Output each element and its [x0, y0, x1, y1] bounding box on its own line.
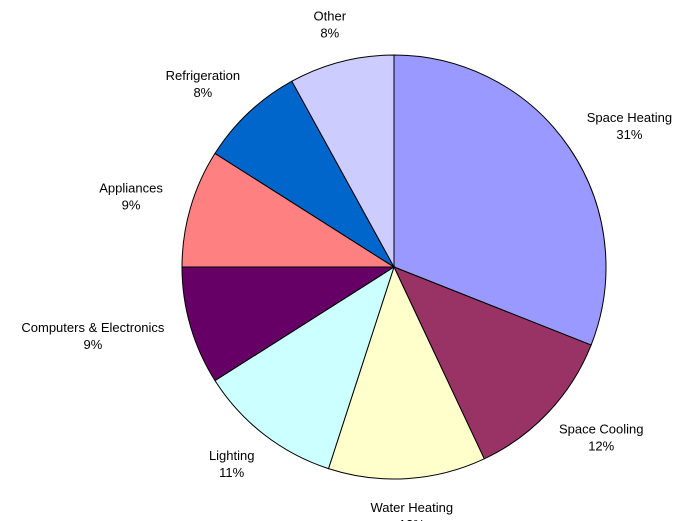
slice-label: Computers & Electronics — [21, 320, 165, 335]
pie-slice — [214, 80, 395, 268]
slice-value-label: 9% — [122, 198, 141, 213]
pie-slice — [393, 54, 607, 346]
slice-value-label: 11% — [219, 465, 244, 480]
slice-value-label: 8% — [193, 85, 212, 100]
slice-label: Space Heating — [587, 110, 672, 125]
slice-value-label: 31% — [616, 127, 642, 142]
slice-label: Other — [314, 8, 347, 23]
pie-slice — [181, 152, 396, 268]
pie-slice — [327, 265, 485, 480]
slice-label: Space Cooling — [559, 422, 644, 437]
slice-value-label: 12% — [588, 439, 614, 454]
pie-slice — [214, 265, 395, 470]
slice-label: Water Heating — [370, 500, 453, 515]
slice-value-label: 12% — [399, 517, 425, 521]
pie-slice — [181, 266, 396, 382]
pie-slice — [291, 54, 395, 268]
slice-label: Lighting — [209, 448, 255, 463]
slice-value-label: 9% — [84, 337, 103, 352]
slice-label: Refrigeration — [166, 68, 240, 83]
slice-value-label: 8% — [320, 25, 339, 40]
pie-slice — [393, 266, 592, 460]
slice-label: Appliances — [99, 181, 163, 196]
